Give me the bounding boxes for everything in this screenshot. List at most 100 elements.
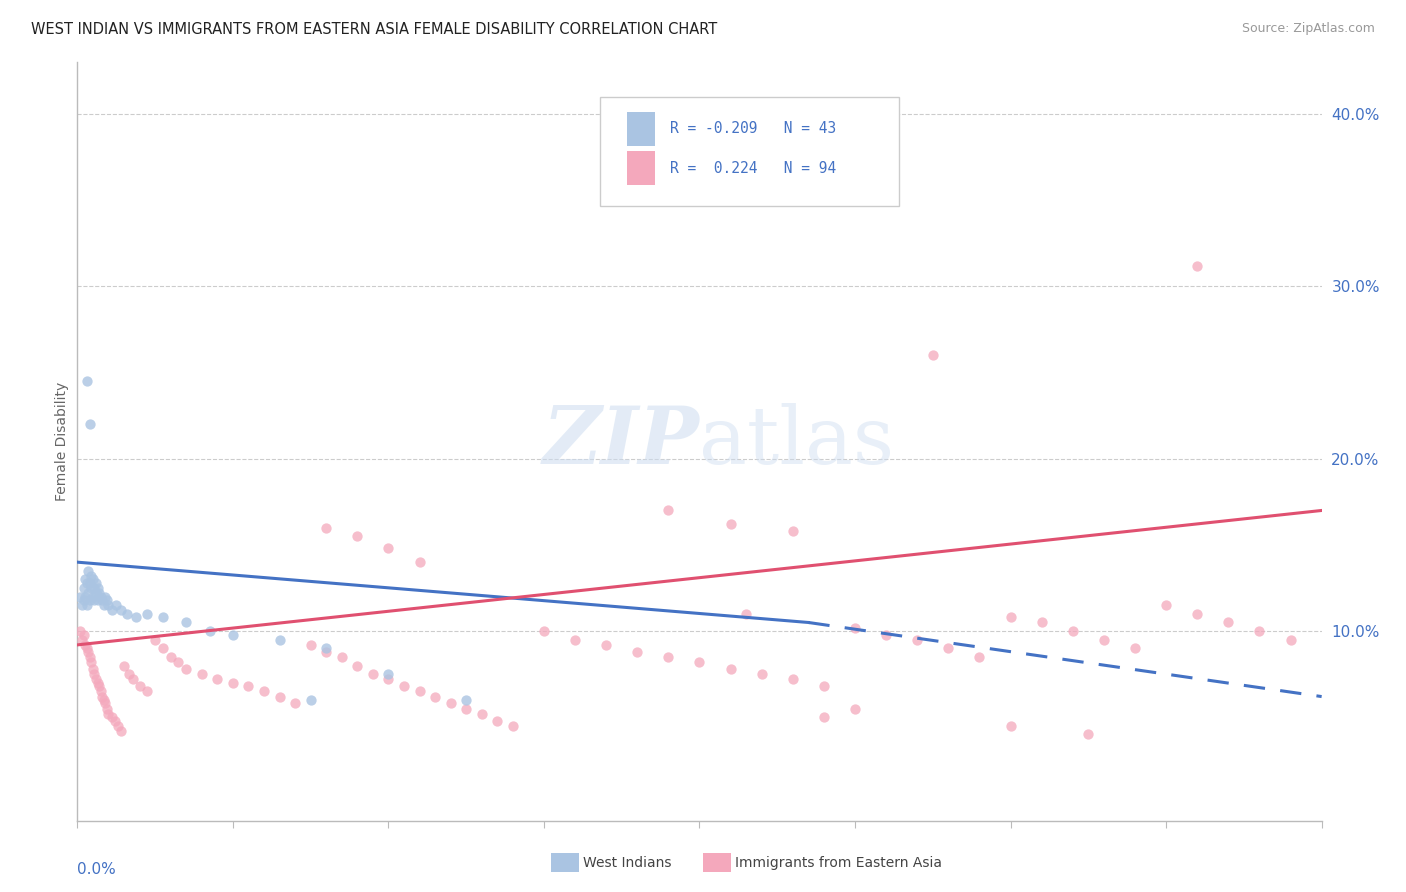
Point <box>1185 259 1208 273</box>
Point <box>423 690 446 704</box>
Point <box>299 638 322 652</box>
Text: ZIP: ZIP <box>543 403 700 480</box>
Point <box>110 724 132 739</box>
Point <box>76 599 98 613</box>
Point <box>79 649 101 664</box>
Point <box>136 607 159 621</box>
Point <box>72 593 94 607</box>
Point <box>83 581 105 595</box>
Point <box>269 690 291 704</box>
Point <box>97 706 120 721</box>
Text: R =  0.224   N = 94: R = 0.224 N = 94 <box>669 161 837 176</box>
Bar <box>627 151 655 186</box>
Point <box>93 693 115 707</box>
Point <box>657 649 679 664</box>
Point <box>72 581 94 595</box>
Point <box>315 645 337 659</box>
Point <box>84 575 107 590</box>
FancyBboxPatch shape <box>600 96 898 207</box>
Point <box>875 627 897 641</box>
Point <box>1218 615 1240 630</box>
Point <box>86 581 108 595</box>
Point <box>408 555 430 569</box>
Point <box>782 673 804 687</box>
Point <box>77 645 100 659</box>
Point <box>751 667 773 681</box>
Point <box>657 503 679 517</box>
Point <box>80 569 103 583</box>
Point <box>91 690 114 704</box>
Point <box>69 590 91 604</box>
Point <box>86 593 108 607</box>
Point <box>82 662 104 676</box>
Point <box>1123 641 1146 656</box>
Point <box>1000 719 1022 733</box>
Point <box>921 348 943 362</box>
Point <box>75 573 97 587</box>
Point <box>174 615 197 630</box>
Point <box>159 649 181 664</box>
Point <box>79 575 101 590</box>
Point <box>595 638 617 652</box>
Point <box>198 624 221 639</box>
Point <box>96 593 118 607</box>
Point <box>626 645 648 659</box>
Point <box>87 679 110 693</box>
Point <box>346 529 368 543</box>
Point <box>735 607 758 621</box>
Point <box>1279 632 1302 647</box>
Point <box>70 599 93 613</box>
Point <box>1185 607 1208 621</box>
Point <box>905 632 928 647</box>
Text: 0.0%: 0.0% <box>77 863 117 878</box>
Point <box>72 627 94 641</box>
Text: WEST INDIAN VS IMMIGRANTS FROM EASTERN ASIA FEMALE DISABILITY CORRELATION CHART: WEST INDIAN VS IMMIGRANTS FROM EASTERN A… <box>31 22 717 37</box>
Point <box>80 655 103 669</box>
Point <box>104 714 127 728</box>
Point <box>936 641 959 656</box>
Point <box>486 714 509 728</box>
Point <box>90 684 112 698</box>
Point <box>122 673 145 687</box>
Point <box>91 593 114 607</box>
Point <box>1249 624 1271 639</box>
Point <box>152 610 174 624</box>
Text: Source: ZipAtlas.com: Source: ZipAtlas.com <box>1241 22 1375 36</box>
Point <box>720 517 742 532</box>
Point <box>115 607 138 621</box>
Point <box>93 599 115 613</box>
Point <box>269 632 291 647</box>
Point <box>222 627 245 641</box>
Point <box>315 641 337 656</box>
Point <box>782 524 804 538</box>
Text: R = -0.209   N = 43: R = -0.209 N = 43 <box>669 121 837 136</box>
Point <box>105 599 128 613</box>
Point <box>1154 599 1177 613</box>
Point <box>408 684 430 698</box>
Point <box>720 662 742 676</box>
Point <box>564 632 586 647</box>
Point <box>69 624 91 639</box>
Point <box>1062 624 1084 639</box>
Point <box>76 575 98 590</box>
Point <box>456 701 478 715</box>
Point <box>1092 632 1115 647</box>
Point <box>439 697 461 711</box>
Point <box>174 662 197 676</box>
Bar <box>627 112 655 145</box>
Point <box>83 667 105 681</box>
Point <box>315 521 337 535</box>
Y-axis label: Female Disability: Female Disability <box>55 382 69 501</box>
Point <box>100 710 122 724</box>
Point <box>330 649 353 664</box>
Point <box>94 590 117 604</box>
Point <box>533 624 555 639</box>
Point <box>80 581 103 595</box>
Point <box>86 675 108 690</box>
Point <box>392 679 415 693</box>
Point <box>112 658 135 673</box>
Point <box>87 586 110 600</box>
Point <box>107 719 129 733</box>
Point <box>82 573 104 587</box>
Point <box>90 590 112 604</box>
